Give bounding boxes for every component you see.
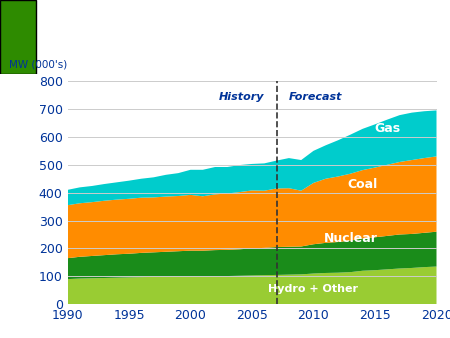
Text: Gas: Gas (374, 122, 400, 135)
Text: History: History (219, 92, 264, 102)
Text: MW (000's): MW (000's) (9, 59, 67, 70)
Text: Nuclear: Nuclear (324, 232, 378, 245)
Text: North American Power Generation by Fuel
Type: North American Power Generation by Fuel … (45, 17, 407, 50)
FancyBboxPatch shape (0, 0, 36, 74)
Text: Hydro + Other: Hydro + Other (269, 284, 359, 294)
Text: Forecast: Forecast (289, 92, 342, 102)
Text: Coal: Coal (347, 178, 378, 191)
